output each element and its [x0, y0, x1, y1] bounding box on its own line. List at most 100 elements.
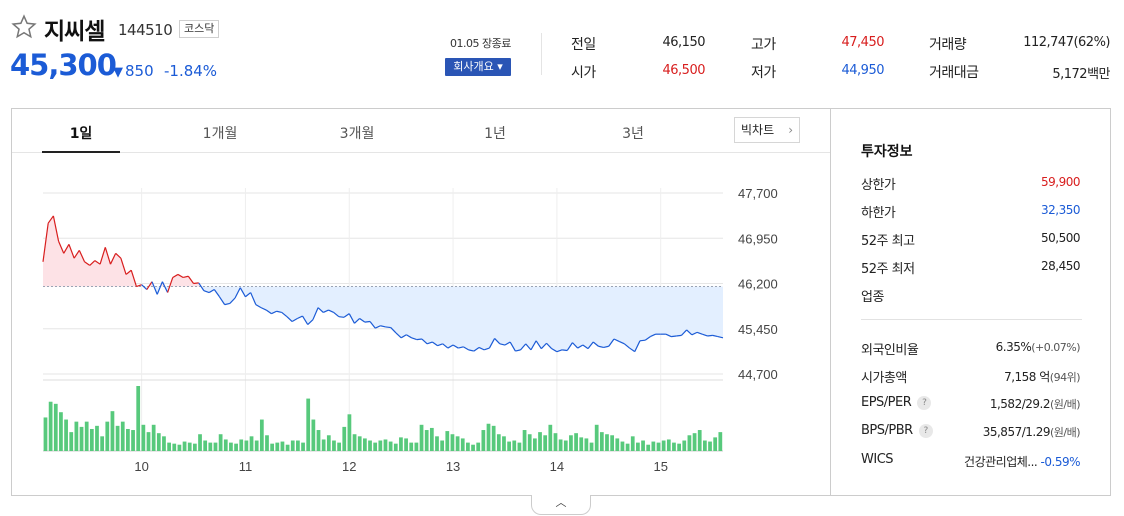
foreign-ratio-value: 6.35%(+0.07%) [995, 340, 1081, 354]
volume-bar [661, 440, 666, 451]
price-line-segment [566, 342, 573, 351]
price-line-segment [343, 313, 350, 318]
collapse-button[interactable]: ︿ [531, 495, 591, 515]
tab-1month[interactable]: 1개월 [202, 126, 238, 142]
tab-1day[interactable]: 1일 [69, 126, 93, 142]
price-line-segment [452, 344, 459, 349]
price-line-segment [691, 331, 698, 336]
price-line-segment [562, 349, 568, 352]
price-line-segment [686, 329, 693, 336]
volume-bar [105, 421, 110, 451]
wics-sector[interactable]: 건강관리업체... [964, 455, 1038, 469]
volume-bar [625, 443, 630, 451]
help-icon[interactable]: ? [918, 423, 933, 438]
volume-bar [692, 433, 697, 451]
volume-bar [357, 436, 362, 451]
tab-3year[interactable]: 3년 [622, 126, 644, 142]
price-line-segment [369, 321, 376, 329]
volume-bar [393, 443, 398, 451]
volume-bar [388, 441, 393, 451]
volume-bar [419, 424, 424, 451]
volume-bar [548, 424, 553, 451]
big-chart-label: 빅차트 [741, 123, 775, 137]
upper-limit-label: 상한가 [861, 178, 896, 193]
x-tick-label: 15 [653, 459, 667, 474]
price-line-segment [229, 297, 236, 304]
price-line-segment [291, 317, 298, 323]
price-line-segment [167, 277, 174, 293]
price-line-segment [177, 273, 184, 278]
price-line-segment [447, 344, 454, 349]
price-line-segment [52, 215, 60, 242]
volume-bar [244, 440, 249, 451]
volume-bar [347, 414, 352, 451]
price-line-segment [271, 310, 277, 315]
price-line-segment [338, 316, 345, 318]
stock-name: 지씨셀 [44, 19, 105, 45]
x-tick-label: 11 [239, 459, 253, 474]
volume-bar [362, 438, 367, 451]
bps-pbr-unit: (원/배) [1049, 426, 1081, 439]
volume-bar [563, 440, 568, 451]
volume-bar [141, 424, 146, 451]
volume-bar [404, 438, 408, 451]
price-line-segment [78, 250, 86, 263]
price-line-segment [488, 338, 496, 349]
volume-bar [486, 423, 491, 451]
volume-bar [677, 443, 681, 451]
intraday-chart[interactable]: 47,700 46,950 46,200 45,450 44,700 10 11 12 13 14… [12, 109, 830, 495]
big-chart-button[interactable]: 빅차트 › [734, 117, 800, 143]
price-line-segment [535, 340, 542, 349]
price-area-down [136, 286, 723, 352]
volume-bar [538, 432, 542, 451]
price-line-segment [302, 315, 309, 325]
low-label: 저가 [751, 65, 776, 81]
tab-1year[interactable]: 1년 [484, 126, 506, 142]
volume-bar [708, 441, 712, 451]
volume-bar [229, 442, 233, 451]
price-line-segment [161, 281, 169, 293]
market-close-status: 01.05 장종료 [450, 37, 511, 50]
stock-code: 144510 [118, 21, 173, 39]
bps-pbr-value: 35,857/1.29(원/배) [983, 424, 1081, 440]
price-line-segment [255, 304, 262, 309]
volume-bar [507, 441, 511, 451]
volume-bar [574, 433, 578, 451]
info-title: 투자정보 [861, 144, 913, 160]
volume-bar [146, 432, 151, 451]
current-price: 45,300 [10, 48, 117, 82]
company-overview-button[interactable]: 회사개요 ▾ [445, 58, 511, 76]
volume-bar [460, 438, 465, 451]
bps-pbr-label: BPS/PBR? [861, 423, 933, 438]
volume-bar [496, 434, 501, 451]
volume-bar [136, 386, 141, 451]
tab-3month[interactable]: 3개월 [339, 126, 375, 142]
price-change-rate: -1.84% [164, 62, 218, 80]
market-cap-label: 시가총액 [861, 371, 907, 386]
price-change: ▼ 850 [113, 62, 154, 80]
foreign-ratio-main: 6.35% [995, 340, 1032, 354]
volume-bar [59, 412, 63, 451]
low52-value: 28,450 [1041, 259, 1081, 273]
price-line-segment [665, 333, 672, 338]
volume-bar [182, 441, 187, 451]
volume-bar [687, 435, 692, 451]
price-line-segment [577, 344, 584, 349]
price-line-segment [63, 243, 70, 254]
volume-bar [502, 436, 506, 451]
price-line-segment [359, 318, 366, 323]
volume-bar [466, 442, 470, 451]
help-icon[interactable]: ? [917, 395, 932, 410]
favorite-star-icon[interactable] [11, 14, 37, 40]
price-line-segment [239, 287, 246, 298]
price-line-segment [717, 336, 724, 339]
volume-bar [378, 440, 383, 451]
price-line-segment [115, 252, 122, 259]
price-line-segment [73, 249, 80, 259]
price-line-segment [141, 284, 148, 290]
volume-bar [481, 430, 486, 451]
market-cap-main: 7,158 억 [1004, 370, 1050, 384]
volume-bar [84, 421, 89, 451]
price-line-segment [89, 260, 96, 266]
y-tick-label: 47,700 [738, 186, 778, 201]
